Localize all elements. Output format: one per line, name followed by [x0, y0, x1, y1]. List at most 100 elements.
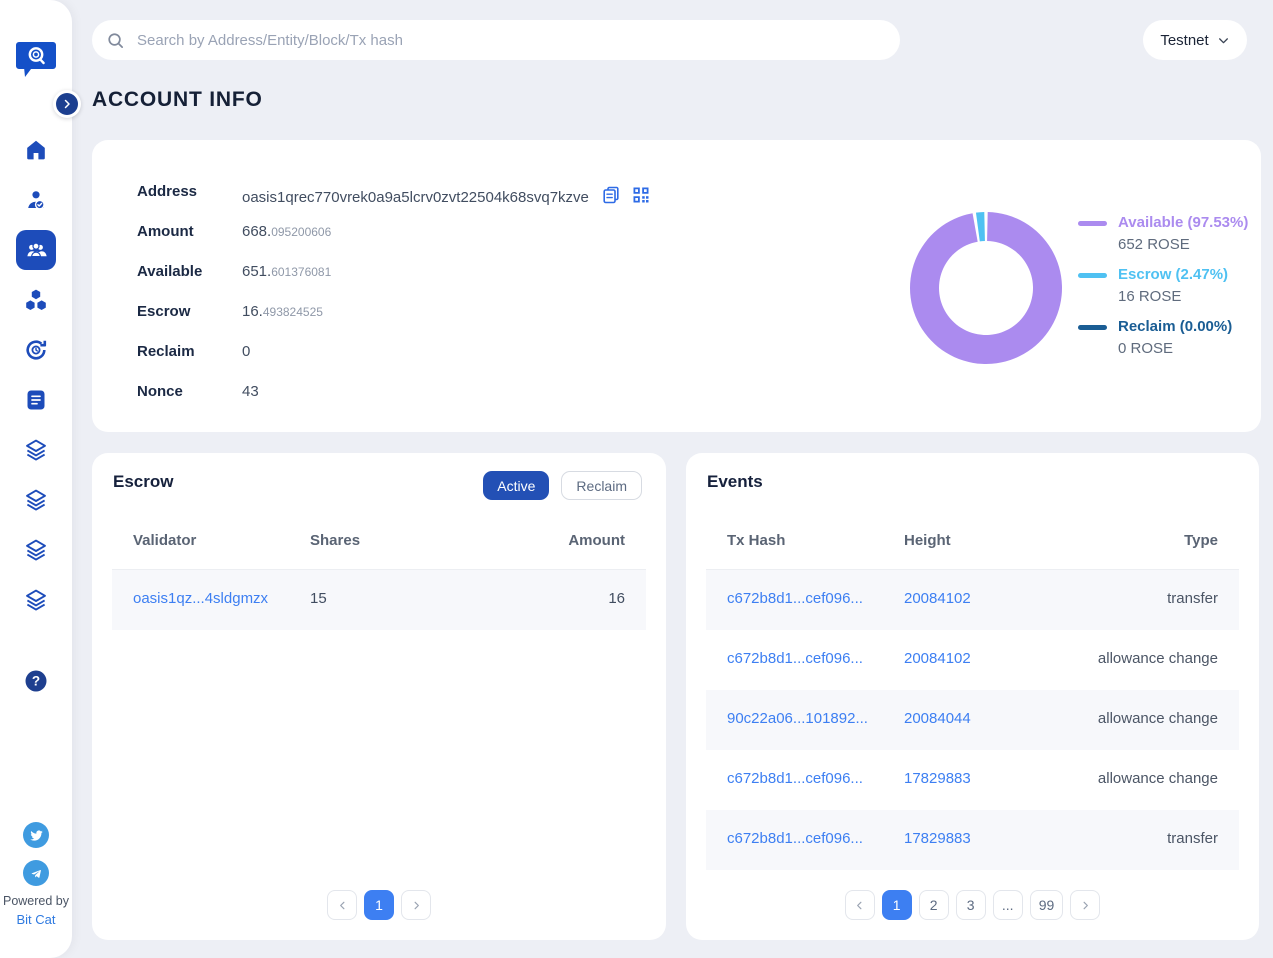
event-type: allowance change — [1097, 710, 1218, 727]
event-type: transfer — [1167, 830, 1218, 847]
sidebar-item-validators[interactable] — [24, 188, 48, 212]
legend-item-reclaim: Reclaim (0.00%) 0 ROSE — [1118, 318, 1233, 357]
page-button-2[interactable]: 2 — [918, 890, 949, 920]
amount-value: 16 — [608, 590, 625, 607]
svg-text:?: ? — [32, 674, 40, 689]
layers-icon — [26, 539, 46, 561]
twitter-link[interactable] — [23, 822, 49, 848]
twitter-icon — [29, 829, 43, 841]
escrow-table: Validator Shares Amount oasis1qz...4sldg… — [112, 513, 646, 630]
nonce-value: 43 — [242, 383, 259, 400]
chevron-right-icon — [414, 901, 419, 909]
page-button-1[interactable]: 1 — [364, 890, 394, 920]
height-link[interactable]: 17829883 — [904, 770, 971, 787]
event-type: allowance change — [1097, 770, 1218, 787]
events-table-row: c672b8d1...cef096... 17829883 allowance … — [706, 750, 1239, 810]
search-bar — [92, 20, 900, 60]
blocks-icon — [26, 289, 46, 310]
height-link[interactable]: 17829883 — [904, 830, 971, 847]
qr-code-icon[interactable] — [631, 185, 651, 205]
bitcat-link[interactable]: Bit Cat — [16, 912, 56, 927]
escrow-table-row: oasis1qz...4sldgmzx 15 16 — [112, 570, 646, 630]
sidebar-item-paratimes-3[interactable] — [24, 538, 48, 562]
page-button-99[interactable]: 99 — [1029, 890, 1064, 920]
sidebar-collapse-toggle[interactable] — [53, 90, 81, 118]
escrow-tabs: Active Reclaim — [483, 471, 642, 500]
layers-icon — [26, 589, 46, 611]
copy-address-icon[interactable] — [601, 185, 621, 205]
available-label: Available — [137, 263, 203, 280]
donut-slice-escrow — [975, 212, 985, 242]
events-table-row: c672b8d1...cef096... 17829883 transfer — [706, 810, 1239, 870]
chevron-left-icon — [857, 901, 862, 909]
events-table-row: c672b8d1...cef096... 20084102 transfer — [706, 570, 1239, 630]
tab-active[interactable]: Active — [483, 471, 550, 500]
prev-page-button[interactable] — [844, 890, 875, 920]
escrow-table-header: Validator Shares Amount — [112, 513, 646, 570]
escrow-pagination: 1 — [92, 890, 666, 920]
tx-hash-link[interactable]: c672b8d1...cef096... — [727, 590, 863, 607]
page-title: ACCOUNT INFO — [92, 88, 263, 111]
sidebar-item-proposals[interactable] — [24, 388, 48, 412]
app-logo-icon[interactable] — [13, 40, 59, 80]
chevron-right-icon — [56, 93, 78, 115]
chevron-left-icon — [339, 901, 344, 909]
events-table: Tx Hash Height Type c672b8d1...cef096...… — [706, 513, 1239, 870]
tx-hash-link[interactable]: 90c22a06...101892... — [727, 710, 868, 727]
height-link[interactable]: 20084102 — [904, 590, 971, 607]
sidebar-item-transactions[interactable] — [24, 338, 48, 362]
next-page-button[interactable] — [401, 890, 431, 920]
events-table-header: Tx Hash Height Type — [706, 513, 1239, 570]
escrow-label: Escrow — [137, 303, 191, 320]
sidebar-item-help[interactable]: ? — [24, 669, 48, 693]
document-icon — [27, 390, 45, 410]
available-value: 651. 601376081 — [242, 263, 332, 280]
sidebar-item-paratimes-2[interactable] — [24, 488, 48, 512]
sidebar-item-accounts-active[interactable] — [16, 230, 56, 270]
accounts-icon — [27, 242, 47, 258]
help-icon: ? — [25, 670, 47, 692]
telegram-link[interactable] — [23, 860, 49, 886]
layers-icon — [26, 439, 46, 461]
balance-donut-chart — [909, 212, 1062, 365]
page-button-ellipsis[interactable]: ... — [992, 890, 1023, 920]
sidebar-item-home[interactable] — [24, 138, 48, 162]
layers-icon — [26, 489, 46, 511]
tx-hash-link[interactable]: c672b8d1...cef096... — [727, 830, 863, 847]
sidebar-item-paratimes-4[interactable] — [24, 588, 48, 612]
page-button-3[interactable]: 3 — [955, 890, 986, 920]
escrow-value: 16. 493824525 — [242, 303, 323, 320]
tab-reclaim[interactable]: Reclaim — [561, 471, 642, 500]
height-link[interactable]: 20084044 — [904, 710, 971, 727]
nonce-label: Nonce — [137, 383, 183, 400]
shares-value: 15 — [310, 590, 327, 607]
height-link[interactable]: 20084102 — [904, 650, 971, 667]
page-button-1[interactable]: 1 — [881, 890, 912, 920]
network-selector[interactable]: Testnet — [1143, 20, 1247, 60]
legend-swatch-escrow — [1078, 273, 1107, 278]
powered-by-label: Powered by — [2, 894, 69, 908]
validator-icon — [28, 191, 45, 210]
address-value-row: oasis1qrec770vrek0a9a5lcrv0zvt22504k68sv… — [242, 182, 651, 206]
events-panel-title: Events — [707, 472, 763, 491]
events-panel: Events Tx Hash Height Type c672b8d1...ce… — [686, 453, 1259, 940]
sidebar-item-blocks[interactable] — [24, 288, 48, 312]
amount-label: Amount — [137, 223, 194, 240]
tx-hash-link[interactable]: c672b8d1...cef096... — [727, 650, 863, 667]
event-type: allowance change — [1097, 650, 1218, 667]
search-input[interactable] — [135, 30, 886, 50]
prev-page-button[interactable] — [327, 890, 357, 920]
sidebar: ? Powered by Bit Cat — [0, 0, 81, 958]
search-icon — [108, 32, 124, 48]
sidebar-item-paratimes-1[interactable] — [24, 438, 48, 462]
legend-swatch-reclaim — [1078, 325, 1107, 330]
address-label: Address — [137, 183, 198, 200]
next-page-button[interactable] — [1070, 890, 1101, 920]
chevron-right-icon — [1083, 901, 1088, 909]
reclaim-label: Reclaim — [137, 343, 195, 360]
amount-value: 668. 095200606 — [242, 223, 332, 240]
tx-hash-link[interactable]: c672b8d1...cef096... — [727, 770, 863, 787]
validator-link[interactable]: oasis1qz...4sldgmzx — [133, 590, 269, 607]
network-label: Testnet — [1160, 31, 1209, 49]
